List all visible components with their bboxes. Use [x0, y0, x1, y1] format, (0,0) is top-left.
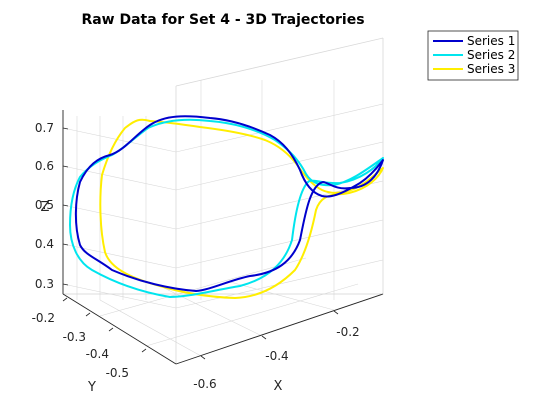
y-tick-label: -0.4 [86, 347, 109, 361]
floor-gridline [229, 281, 335, 311]
y-tick-mark [62, 297, 68, 302]
x-tick-label: -0.6 [193, 377, 216, 391]
floor-gridline [99, 257, 307, 317]
z-tick-label: 0.3 [35, 277, 54, 291]
x-axis-line [175, 293, 384, 365]
z-tick-mark [62, 243, 69, 246]
z-gridline [62, 165, 177, 191]
z-gridline [175, 141, 384, 191]
legend-label-1: Series 1 [467, 34, 515, 48]
z-gridline [175, 103, 384, 153]
x-tick-mark [200, 355, 206, 360]
series-line-3 [99, 118, 384, 299]
z-gridline [175, 219, 384, 269]
z-tick-label: 0.6 [35, 159, 54, 173]
series-line-1 [74, 115, 384, 292]
floor-gridline [159, 285, 263, 337]
z-tick-mark [62, 283, 69, 286]
z-tick-label: 0.4 [35, 237, 54, 251]
y-axis-line [62, 293, 177, 365]
floor-gridline [145, 283, 359, 347]
legend-label-3: Series 3 [467, 62, 515, 76]
x-tick-mark [261, 335, 267, 340]
z-gridline [62, 204, 177, 230]
wall-edge-line [175, 37, 384, 87]
z-tick-label: 0.5 [35, 198, 54, 212]
y-tick-mark [141, 348, 147, 353]
z-tick-mark [62, 204, 69, 207]
series-line-2 [69, 118, 384, 298]
z-gridline [62, 283, 177, 309]
z-gridline [62, 243, 177, 269]
x-tick-mark [333, 310, 339, 315]
z-tick-mark [62, 127, 69, 130]
legend-label-2: Series 2 [467, 48, 515, 62]
floor-gridline [99, 299, 202, 357]
x-axis-label: X [274, 379, 283, 394]
y-tick-mark [108, 327, 114, 332]
z-tick-label: 0.7 [35, 121, 54, 135]
x-tick-label: -0.2 [336, 325, 359, 339]
chart-title: Raw Data for Set 4 - 3D Trajectories [81, 12, 364, 28]
y-axis-label: Y [87, 380, 96, 395]
y-tick-label: -0.3 [63, 330, 86, 344]
z-axis-label: Z [41, 200, 50, 215]
axes-ticks: 0.30.40.50.60.7-0.2-0.3-0.4-0.5-0.6-0.4-… [32, 121, 360, 391]
axes-box [62, 110, 384, 365]
z-gridline [62, 127, 177, 153]
y-tick-label: -0.2 [32, 311, 55, 325]
back-wall-outline [62, 38, 384, 295]
y-tick-mark [85, 312, 91, 317]
x-tick-label: -0.4 [265, 349, 288, 363]
z-tick-mark [62, 165, 69, 168]
plot-lines [69, 115, 384, 299]
axes-grid [62, 37, 384, 365]
y-tick-label: -0.5 [106, 366, 129, 380]
